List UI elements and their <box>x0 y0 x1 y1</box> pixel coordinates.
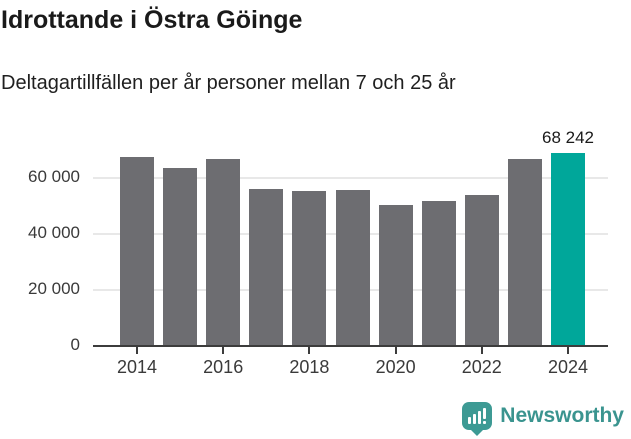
logo-mini-barchart-icon <box>462 402 492 430</box>
logo-bubble-shape <box>462 402 493 430</box>
bar-2022 <box>464 195 499 345</box>
bar-2017 <box>249 189 284 345</box>
chart-subtitle: Deltagartillfällen per år personer mella… <box>1 72 456 94</box>
x-axis-line <box>93 345 608 347</box>
x-axis-tick <box>480 347 483 354</box>
x-axis-tick-label: 2024 <box>547 357 589 377</box>
x-axis-tick <box>136 347 138 354</box>
x-axis-tick-label: 2022 <box>461 357 502 377</box>
logo-bubble-tail <box>470 429 485 436</box>
bar-2018 <box>292 190 327 345</box>
x-axis-tick <box>394 347 397 354</box>
chart-title: Idrottande i Östra Göinge <box>1 6 303 34</box>
x-axis-tick <box>308 347 311 354</box>
gridline-60000 <box>93 176 608 179</box>
bar-2015 <box>163 168 198 345</box>
bar-2016 <box>206 158 241 345</box>
newsworthy-logo: Newsworthy <box>462 402 624 436</box>
bar-2021 <box>421 200 456 345</box>
y-axis-tick-label: 60 000 <box>28 166 80 186</box>
y-axis-tick-label: 0 <box>70 335 80 354</box>
x-axis-tick-label: 2018 <box>289 357 330 377</box>
bar-2014 <box>120 157 154 345</box>
bar-2024 <box>551 153 585 345</box>
bar-2019 <box>335 189 370 345</box>
newsworthy-logo-text: Newsworthy <box>500 404 624 427</box>
x-axis-tick <box>567 347 569 354</box>
y-axis-tick-label: 40 000 <box>28 222 80 242</box>
newsworthy-logo-icon <box>462 402 493 436</box>
logo-exclamation-icon <box>483 408 487 424</box>
y-axis-tick-label: 20 000 <box>28 278 80 298</box>
bar-2020 <box>378 205 413 345</box>
x-axis-tick-label: 2020 <box>375 357 416 377</box>
value-label: 68 242 <box>542 128 594 148</box>
bar-2023 <box>507 158 542 345</box>
x-axis-tick <box>222 347 225 354</box>
x-axis-tick-label: 2016 <box>203 357 244 377</box>
x-axis-tick-label: 2014 <box>116 357 158 377</box>
